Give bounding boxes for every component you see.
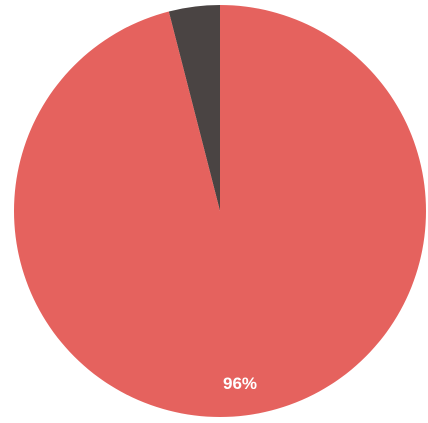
pie-slice-minor: [168, 5, 220, 211]
pie-slice-label: 96%: [223, 374, 257, 393]
pie-slice-main: [13, 5, 427, 418]
